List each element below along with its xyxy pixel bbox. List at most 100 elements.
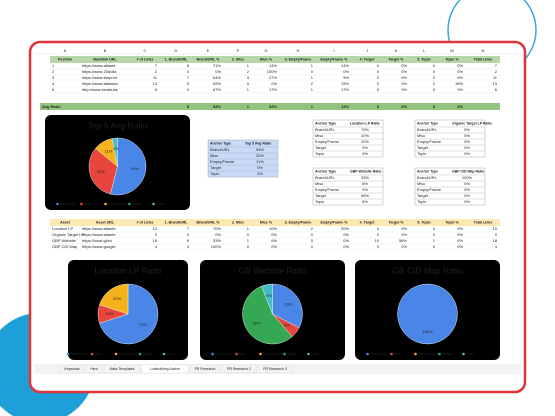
cell: 0 <box>311 244 314 249</box>
cell: 6 <box>155 87 158 92</box>
anchor-type: Target <box>417 145 429 150</box>
anchor-header: Anchor Type <box>315 169 336 173</box>
column-letter: E <box>207 48 210 53</box>
cell: 0% <box>343 238 349 243</box>
sheet-tab-label: Hero <box>90 367 98 371</box>
column-letter: M <box>450 48 453 53</box>
cell: GBP CID Map <box>52 244 78 249</box>
cell: 0 <box>311 238 314 243</box>
header-cell: Misc % <box>260 221 273 225</box>
header-cell: Backlink URL <box>93 58 117 62</box>
cell: 0 <box>155 232 158 237</box>
cell: http://www.bestdubs <box>82 87 118 92</box>
cell: 0% <box>343 244 349 249</box>
cell: 7 <box>187 226 190 231</box>
cell: 15% <box>455 81 463 86</box>
cell: 0 <box>433 69 436 74</box>
sheet-tab[interactable] <box>59 364 85 374</box>
cell: 0 <box>377 69 380 74</box>
legend-dot <box>259 352 262 356</box>
cell: 1 <box>311 87 314 92</box>
legend-dot <box>56 202 59 206</box>
sheet-tab-label: PR Research <box>195 367 216 371</box>
cell: 3 <box>247 75 250 80</box>
cell: 2 <box>311 81 314 86</box>
anchor-type: Brand/URL <box>210 147 231 152</box>
anchor-header: Top 5 Avg Ratio <box>245 141 271 145</box>
cell: GBP Website <box>52 238 77 243</box>
cell: 6 <box>187 238 190 243</box>
cell: 0% <box>457 69 463 74</box>
cell: 7 <box>187 75 190 80</box>
anchor-header: GBP CID Map Ratio <box>452 169 484 173</box>
cell: 0% <box>401 244 407 249</box>
legend-label: Topic <box>156 202 164 206</box>
cell: 9% <box>343 75 349 80</box>
anchor-ratio: 0% <box>257 165 263 170</box>
cell: 20% <box>341 226 349 231</box>
slice-label: 32% <box>97 169 105 174</box>
anchor-ratio: 3% <box>257 171 263 176</box>
header-cell: Topic % <box>445 58 459 62</box>
cell: 1 <box>311 75 314 80</box>
anchor-ratio: 0% <box>362 187 368 192</box>
legend-dot <box>66 352 70 356</box>
chart-title: GB CID Map Ratio <box>392 265 463 275</box>
sheet-tab[interactable] <box>257 364 293 374</box>
anchor-table <box>414 167 486 206</box>
cell: 100% <box>267 69 278 74</box>
anchor-header: Anchor Type <box>210 141 231 145</box>
header-row <box>50 56 500 63</box>
anchor-header: Anchor Type <box>417 121 438 125</box>
pie-slice <box>261 283 273 315</box>
cell: https://local.gl/sh <box>82 238 112 243</box>
avg-label: Avg Ratio <box>42 104 61 109</box>
avg-cell: 32% <box>269 104 277 109</box>
cell: 0 <box>433 63 436 68</box>
legend-label: Topic <box>466 352 474 356</box>
legend-dot <box>211 352 214 356</box>
column-letter: J <box>366 48 368 53</box>
anchor-table <box>312 119 384 158</box>
sheet-tab[interactable] <box>103 364 141 374</box>
cell: 0% <box>457 226 463 231</box>
legend-label: Empty/Frame <box>119 352 140 356</box>
cell: 4 <box>155 244 158 249</box>
cell: 0% <box>343 69 349 74</box>
cell: 0 <box>247 81 250 86</box>
column-letter: N <box>482 48 485 53</box>
cell: 69% <box>213 81 221 86</box>
legend-dot <box>138 352 142 356</box>
cell: 1 <box>52 63 55 68</box>
slice-label: 20% <box>113 296 121 301</box>
legend-dot <box>128 202 131 206</box>
avg-cell: 1 <box>247 104 250 109</box>
legend-label: Empty/Frame <box>263 352 284 356</box>
header-cell: 1. Brand/URL <box>165 58 189 62</box>
sheet-tab[interactable] <box>221 364 257 374</box>
cell: https://www.theprint <box>82 75 118 80</box>
sheet-tab[interactable] <box>141 364 189 374</box>
pie-slice <box>110 137 147 196</box>
anchor-ratio: 0% <box>464 187 470 192</box>
sheet-tab-label: Meta Templates <box>110 367 135 371</box>
cell: 27% <box>269 75 277 80</box>
anchor-type: Brand/URL <box>417 175 438 180</box>
cell: 3 <box>52 75 55 80</box>
anchor-ratio: 70% <box>361 127 369 132</box>
anchor-header: Organic Target LP Ratio <box>452 121 492 125</box>
cell: 2 <box>52 69 55 74</box>
sheet-tab[interactable] <box>85 364 103 374</box>
anchor-type: Brand/URL <box>315 175 336 180</box>
sheet-tab[interactable] <box>189 364 221 374</box>
cell: 0% <box>343 232 349 237</box>
anchor-type: Misc <box>417 181 425 186</box>
anchor-table <box>312 167 384 206</box>
cell: 0 <box>495 232 498 237</box>
legend-label: Empty/Frame <box>418 352 439 356</box>
cell: 5 <box>187 63 190 68</box>
anchor-ratio: 0% <box>464 133 470 138</box>
cell: 0% <box>457 63 463 68</box>
chart-title: Top 5 Avg Ratio <box>88 120 148 130</box>
anchor-header: Location LP Ratio <box>350 121 380 125</box>
